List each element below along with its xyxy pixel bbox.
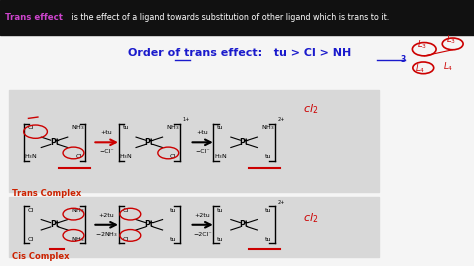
Text: $cl_2$: $cl_2$ [303, 102, 319, 115]
Text: −Cl⁻: −Cl⁻ [100, 149, 114, 154]
Text: H$_3$N: H$_3$N [213, 152, 228, 161]
Text: $\mathit{L_3}$: $\mathit{L_3}$ [446, 34, 456, 46]
Text: tu: tu [217, 237, 224, 242]
Text: +2tu: +2tu [99, 213, 115, 218]
Bar [0, 0, 474, 35]
Text: −Cl⁻: −Cl⁻ [195, 149, 210, 154]
Text: 2+: 2+ [277, 200, 284, 205]
Text: Trans Complex: Trans Complex [12, 189, 81, 198]
Text: tu: tu [122, 125, 129, 130]
Text: Pt: Pt [239, 138, 249, 147]
Text: Pt: Pt [145, 138, 154, 147]
Bar [9, 197, 379, 257]
Text: tu: tu [170, 237, 176, 242]
Text: NH$_3$: NH$_3$ [166, 123, 180, 132]
Text: −2NH$_3$: −2NH$_3$ [95, 230, 118, 239]
Text: $cl_2$: $cl_2$ [303, 211, 319, 225]
Text: Pt: Pt [145, 220, 154, 229]
Text: NH$_3$: NH$_3$ [72, 235, 85, 244]
Text: Cl: Cl [28, 208, 34, 213]
Text: Cl: Cl [75, 155, 81, 159]
Text: +2tu: +2tu [195, 213, 210, 218]
Text: tu: tu [170, 208, 176, 213]
Text: Cl: Cl [123, 237, 128, 242]
Text: Pt: Pt [50, 220, 59, 229]
Text: $\mathit{L_4}$: $\mathit{L_4}$ [443, 60, 453, 73]
Text: +tu: +tu [101, 131, 112, 135]
Text: Order of trans effect:   tu > Cl > NH: Order of trans effect: tu > Cl > NH [128, 48, 351, 58]
Text: +tu: +tu [197, 131, 209, 135]
Text: tu: tu [264, 208, 271, 213]
Text: 2+: 2+ [277, 117, 284, 122]
Text: H$_3$N: H$_3$N [118, 152, 133, 161]
Text: Cis Complex: Cis Complex [12, 252, 69, 261]
Text: tu: tu [264, 237, 271, 242]
Text: Cl: Cl [28, 237, 34, 242]
Text: H$_3$N: H$_3$N [24, 152, 38, 161]
Text: −2Cl⁻: −2Cl⁻ [193, 232, 212, 236]
Text: Pt: Pt [50, 138, 59, 147]
Text: 3: 3 [401, 55, 406, 64]
Text: NH$_3$: NH$_3$ [261, 123, 274, 132]
Text: Cl: Cl [28, 125, 34, 130]
Text: is the effect of a ligand towards substitution of other ligand which is trans to: is the effect of a ligand towards substi… [69, 13, 389, 22]
Text: 1+: 1+ [182, 117, 190, 122]
Text: Pt: Pt [239, 220, 249, 229]
Text: Cl: Cl [170, 155, 176, 159]
Text: Cl: Cl [123, 208, 128, 213]
Text: tu: tu [217, 208, 224, 213]
Text: tu: tu [217, 125, 224, 130]
Text: Trans effect: Trans effect [5, 13, 63, 22]
Text: tu: tu [264, 155, 271, 159]
Text: $\mathit{L_4}$: $\mathit{L_4}$ [415, 63, 425, 75]
Text: $\mathit{L_3}$: $\mathit{L_3}$ [417, 39, 427, 51]
Text: NH$_3$: NH$_3$ [72, 206, 85, 215]
Text: NH$_3$: NH$_3$ [72, 123, 85, 132]
Bar [9, 90, 379, 192]
